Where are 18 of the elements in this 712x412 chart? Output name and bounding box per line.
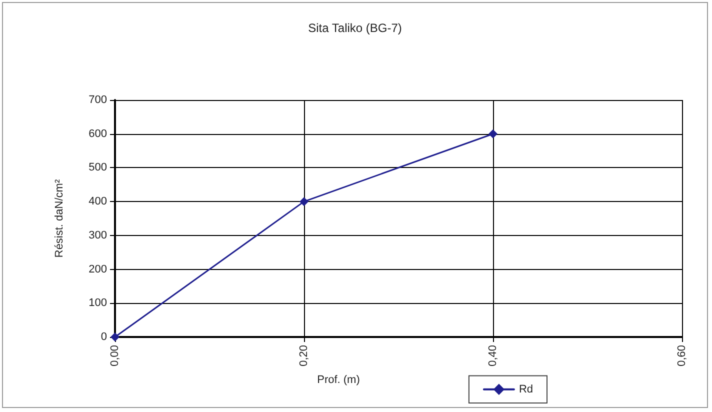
y-tick-label: 0 [100, 331, 107, 343]
x-tick-label: 0,40 [487, 345, 499, 366]
x-axis-title: Prof. (m) [317, 374, 360, 386]
chart-title: Sita Taliko (BG-7) [308, 21, 402, 35]
x-tick-label: 0,60 [676, 345, 688, 366]
y-tick-label: 700 [88, 94, 107, 106]
legend-label: Rd [518, 383, 533, 396]
y-tick-label: 100 [88, 297, 107, 310]
point [488, 129, 498, 138]
y-tick-label: 400 [88, 196, 107, 208]
y-tick-label: 300 [88, 229, 107, 242]
y-tick-label: 200 [88, 263, 107, 276]
x-tick-label: 0,00 [109, 345, 121, 366]
y-tick-label: 600 [88, 128, 107, 140]
point [300, 197, 308, 206]
y-tick-label: 500 [88, 162, 107, 174]
x-tick-label: 0,20 [298, 345, 310, 366]
y-axis-title: Résist. daN/cm² [54, 179, 66, 258]
